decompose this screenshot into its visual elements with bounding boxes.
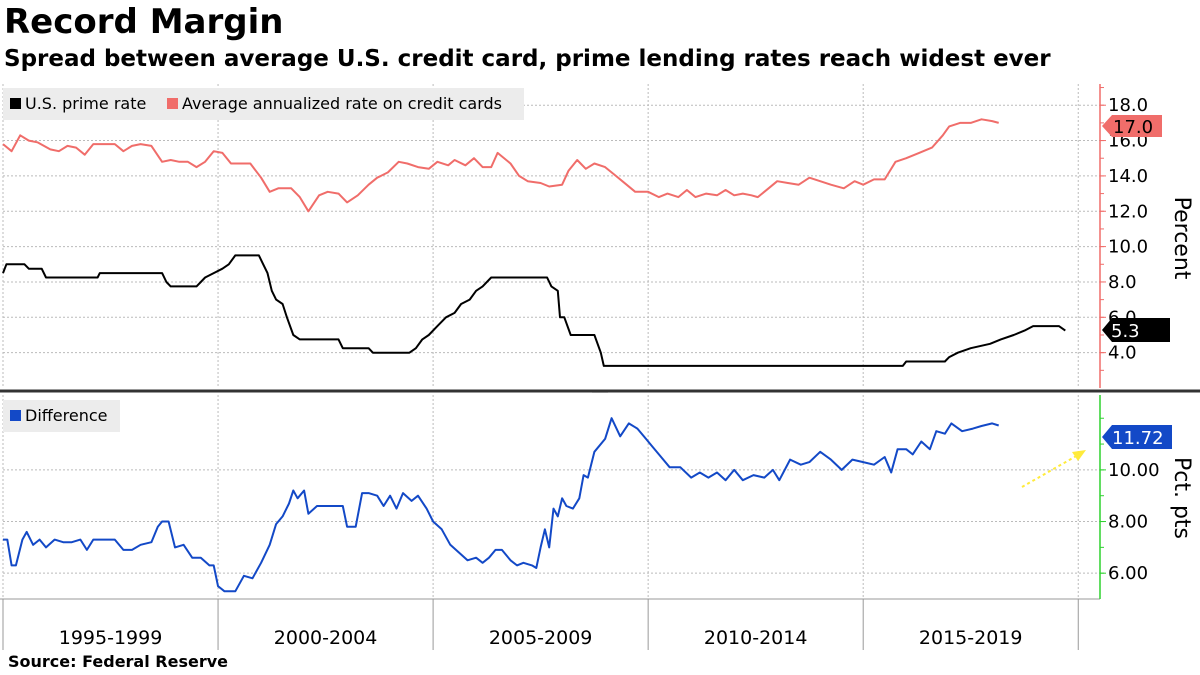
bottom-tick-label: 6.00 xyxy=(1108,563,1148,584)
top-legend: U.S. prime rate Average annualized rate … xyxy=(3,88,524,120)
legend-swatch-prime xyxy=(10,98,21,109)
difference-line xyxy=(3,418,999,591)
top-tick-label: 4.0 xyxy=(1108,343,1137,364)
top-tick-label: 8.0 xyxy=(1108,272,1137,293)
x-category-label: 2010-2014 xyxy=(704,627,808,649)
callout-difference: 11.72 xyxy=(1102,425,1172,449)
x-category-label: 1995-1999 xyxy=(59,627,163,649)
bottom-series-lines xyxy=(3,418,999,591)
callout-difference-value: 11.72 xyxy=(1112,428,1164,449)
x-category-label: 2015-2019 xyxy=(919,627,1023,649)
top-tick-label: 14.0 xyxy=(1108,166,1148,187)
x-axis-labels: 1995-1999 2000-2004 2005-2009 2010-2014 2015… xyxy=(59,627,1023,649)
legend-label-difference: Difference xyxy=(25,406,107,425)
top-tick-label: 18.0 xyxy=(1108,95,1148,116)
legend-swatch-credit xyxy=(167,98,178,109)
x-category-label: 2000-2004 xyxy=(274,627,378,649)
x-category-label: 2005-2009 xyxy=(489,627,593,649)
trend-arrow xyxy=(1022,450,1086,487)
bottom-tick-label: 8.00 xyxy=(1108,512,1148,533)
bottom-legend: Difference xyxy=(3,400,120,432)
top-panel xyxy=(3,82,1089,388)
bottom-tick-label: 10.00 xyxy=(1108,460,1160,481)
legend-label-prime: U.S. prime rate xyxy=(25,94,146,113)
legend-label-credit: Average annualized rate on credit cards xyxy=(182,94,502,113)
source-note: Source: Federal Reserve xyxy=(8,652,228,672)
callout-prime: 5.3 xyxy=(1102,318,1170,342)
callout-credit: 17.0 xyxy=(1102,115,1162,138)
callout-credit-value: 17.0 xyxy=(1113,117,1153,138)
top-tick-label: 12.0 xyxy=(1108,201,1148,222)
legend-swatch-difference xyxy=(10,410,21,421)
bottom-y-axis-label: Pct. pts xyxy=(1169,457,1194,539)
top-tick-label: 10.0 xyxy=(1108,237,1148,258)
callout-prime-value: 5.3 xyxy=(1111,321,1140,342)
top-y-axis-label: Percent xyxy=(1169,197,1194,280)
